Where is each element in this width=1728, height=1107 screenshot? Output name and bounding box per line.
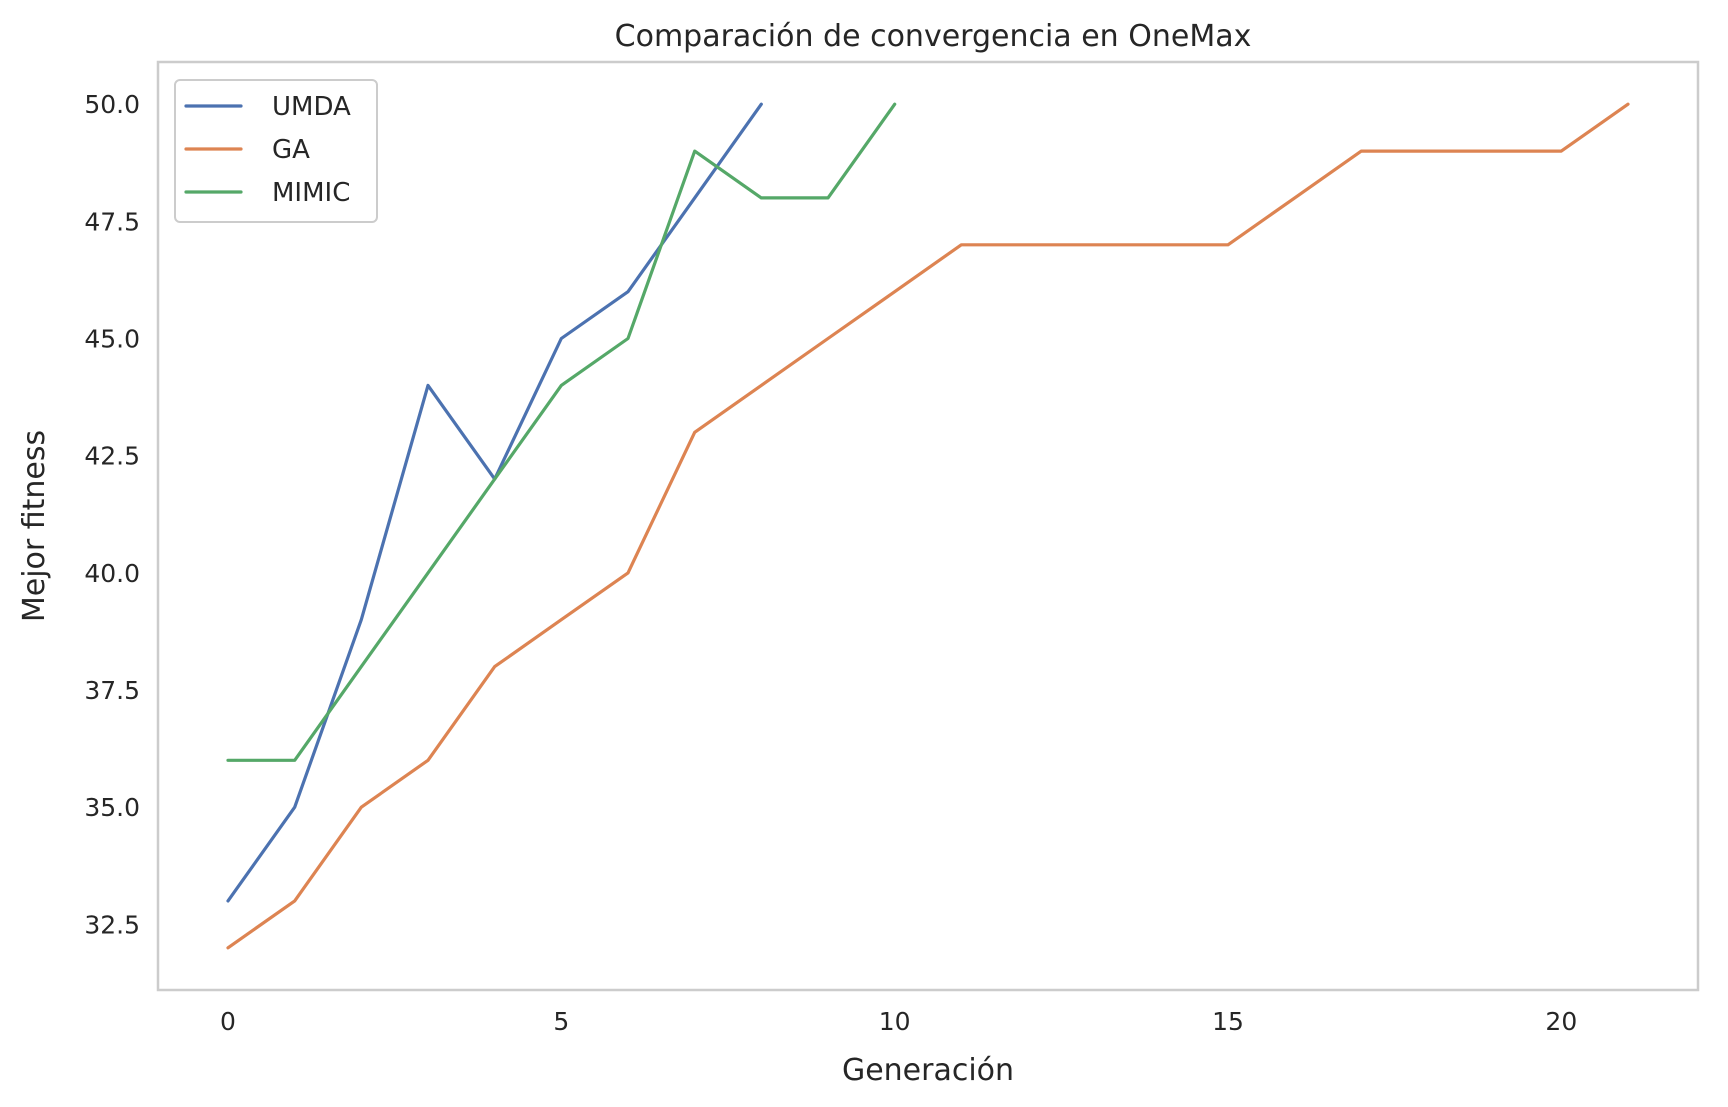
y-tick-label: 47.5: [84, 207, 140, 236]
x-tick-label: 15: [1212, 1007, 1244, 1036]
y-tick-label: 42.5: [84, 442, 140, 471]
x-tick-label: 10: [879, 1007, 911, 1036]
x-axis: 0 5 10 15 20: [220, 1007, 1577, 1036]
series-line-mimic: [226, 102, 897, 762]
legend-label-umda: UMDA: [272, 92, 351, 122]
y-tick-label: 35.0: [84, 793, 140, 822]
chart-title: Comparación de convergencia en OneMax: [615, 19, 1252, 54]
plot-area: [156, 60, 1700, 992]
x-tick-label: 5: [553, 1007, 569, 1036]
y-tick-label: 37.5: [84, 676, 140, 705]
x-tick-label: 0: [220, 1007, 236, 1036]
y-tick-label: 32.5: [84, 910, 140, 939]
y-axis-label: Mejor fitness: [17, 430, 52, 622]
y-tick-label: 40.0: [84, 559, 140, 588]
series-line-ga: [226, 102, 1630, 950]
x-axis-label: Generación: [842, 1053, 1014, 1088]
legend-label-mimic: MIMIC: [272, 178, 350, 208]
legend-box: [174, 79, 378, 223]
legend: UMDA GA MIMIC: [174, 79, 378, 223]
y-tick-label: 45.0: [84, 325, 140, 354]
y-axis: 32.5 35.0 37.5 40.0 42.5 45.0 47.5 50.0: [84, 90, 140, 939]
y-tick-label: 50.0: [84, 90, 140, 119]
x-tick-label: 20: [1545, 1007, 1577, 1036]
series-layer: [226, 102, 1630, 950]
legend-label-ga: GA: [272, 135, 310, 165]
